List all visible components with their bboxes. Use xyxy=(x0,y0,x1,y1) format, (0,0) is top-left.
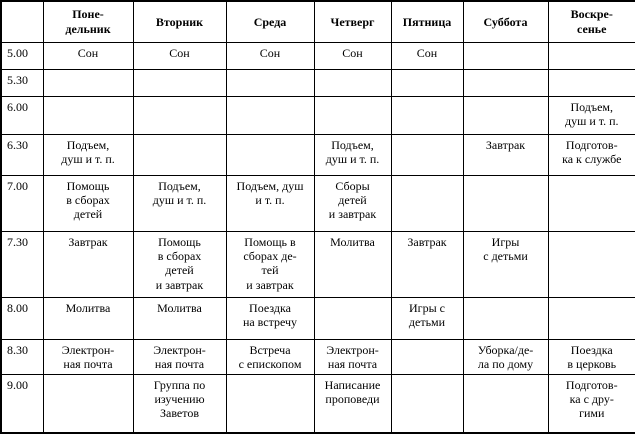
schedule-cell xyxy=(225,95,315,135)
day-header: Вторник xyxy=(132,0,227,43)
table-row: 8.30 Электрон- ная почта Электрон- ная поч… xyxy=(0,338,635,375)
schedule-cell xyxy=(547,230,635,298)
time-cell: 7.30 xyxy=(0,230,44,298)
table-row: 7.30 Завтрак Помощь в сборах детей и завтр… xyxy=(0,230,635,298)
schedule-cell: Подготов- ка с дру- гими xyxy=(547,373,635,434)
schedule-cell xyxy=(390,338,464,375)
schedule-cell: Встреча с епископом xyxy=(225,338,315,375)
schedule-cell xyxy=(225,373,315,434)
table-body: 5.00 Сон Сон Сон Сон Сон 5.30 6.00 Подъем, душ и… xyxy=(0,41,635,434)
schedule-cell xyxy=(390,95,464,135)
schedule-cell xyxy=(42,95,134,135)
schedule-cell: Сборы детей и завтрак xyxy=(313,174,392,232)
schedule-cell xyxy=(547,174,635,232)
table-row: 6.00 Подъем, душ и т. п. xyxy=(0,95,635,135)
schedule-cell: Сон xyxy=(225,41,315,70)
schedule-cell: Помощь в сборах детей и завтрак xyxy=(132,230,227,298)
schedule-cell xyxy=(462,41,549,70)
table-row: 8.00 Молитва Молитва Поездка на встречу Игры… xyxy=(0,296,635,340)
schedule-cell: Игры с детьми xyxy=(390,296,464,340)
day-header: Суббота xyxy=(462,0,549,43)
day-header: Четверг xyxy=(313,0,392,43)
schedule-cell: Помощь в сборах детей xyxy=(42,174,134,232)
schedule-cell: Молитва xyxy=(42,296,134,340)
time-cell: 6.30 xyxy=(0,133,44,176)
schedule-cell: Группа по изучению Заветов xyxy=(132,373,227,434)
time-cell: 9.00 xyxy=(0,373,44,434)
schedule-cell xyxy=(462,296,549,340)
schedule-cell xyxy=(462,68,549,97)
schedule-cell: Электрон- ная почта xyxy=(313,338,392,375)
schedule-cell xyxy=(390,373,464,434)
schedule-cell xyxy=(313,95,392,135)
table-row: 6.30 Подъем, душ и т. п. Подъем, душ и т. … xyxy=(0,133,635,176)
schedule-cell xyxy=(132,68,227,97)
time-cell: 6.00 xyxy=(0,95,44,135)
schedule-cell: Сон xyxy=(390,41,464,70)
schedule-cell: Подъем, душ и т. п. xyxy=(547,95,635,135)
schedule-cell xyxy=(462,95,549,135)
schedule-cell xyxy=(547,68,635,97)
schedule-cell xyxy=(225,133,315,176)
schedule-cell: Молитва xyxy=(132,296,227,340)
schedule-cell xyxy=(462,373,549,434)
schedule-cell xyxy=(462,174,549,232)
schedule-cell: Сон xyxy=(313,41,392,70)
schedule-cell: Подъем, душ и т. п. xyxy=(132,174,227,232)
header-row: Поне- дельник Вторник Среда Четверг Пятница С… xyxy=(0,0,635,43)
schedule-cell: Электрон- ная почта xyxy=(132,338,227,375)
schedule-cell xyxy=(390,68,464,97)
schedule-cell xyxy=(225,68,315,97)
schedule-cell: Подъем, душ и т. п. xyxy=(42,133,134,176)
time-cell: 7.00 xyxy=(0,174,44,232)
table-row: 5.30 xyxy=(0,68,635,97)
schedule-cell xyxy=(42,373,134,434)
schedule-cell: Поездка на встречу xyxy=(225,296,315,340)
schedule-cell: Подъем, душ и т. п. xyxy=(313,133,392,176)
schedule-cell: Молитва xyxy=(313,230,392,298)
schedule-cell: Игры с детьми xyxy=(462,230,549,298)
day-header: Пятница xyxy=(390,0,464,43)
schedule-cell: Электрон- ная почта xyxy=(42,338,134,375)
schedule-cell xyxy=(132,133,227,176)
schedule-cell: Помощь в сборах де- тей и завтрак xyxy=(225,230,315,298)
schedule-cell: Сон xyxy=(42,41,134,70)
day-header: Воскре- сенье xyxy=(547,0,635,43)
schedule-cell xyxy=(547,41,635,70)
schedule-cell: Подъем, душ и т. п. xyxy=(225,174,315,232)
schedule-cell: Сон xyxy=(132,41,227,70)
day-header: Поне- дельник xyxy=(42,0,134,43)
schedule-cell: Завтрак xyxy=(462,133,549,176)
schedule-cell: Написание проповеди xyxy=(313,373,392,434)
time-cell: 8.00 xyxy=(0,296,44,340)
schedule-cell xyxy=(390,174,464,232)
time-cell: 5.30 xyxy=(0,68,44,97)
table-row: 7.00 Помощь в сборах детей Подъем, душ и т… xyxy=(0,174,635,232)
time-cell: 5.00 xyxy=(0,41,44,70)
schedule-cell: Поездка в церковь xyxy=(547,338,635,375)
schedule-cell xyxy=(313,68,392,97)
schedule-cell: Завтрак xyxy=(390,230,464,298)
schedule-cell xyxy=(390,133,464,176)
schedule-cell xyxy=(547,296,635,340)
schedule-cell xyxy=(132,95,227,135)
table-row: 5.00 Сон Сон Сон Сон Сон xyxy=(0,41,635,70)
schedule-cell xyxy=(313,296,392,340)
table-row: 9.00 Группа по изучению Заветов Написание … xyxy=(0,373,635,434)
corner-cell xyxy=(0,0,44,43)
table-header: Поне- дельник Вторник Среда Четверг Пятница С… xyxy=(0,0,635,43)
schedule-cell: Уборка/де- ла по дому xyxy=(462,338,549,375)
schedule-cell xyxy=(42,68,134,97)
schedule-cell: Завтрак xyxy=(42,230,134,298)
day-header: Среда xyxy=(225,0,315,43)
schedule-cell: Подготов- ка к службе xyxy=(547,133,635,176)
time-cell: 8.30 xyxy=(0,338,44,375)
